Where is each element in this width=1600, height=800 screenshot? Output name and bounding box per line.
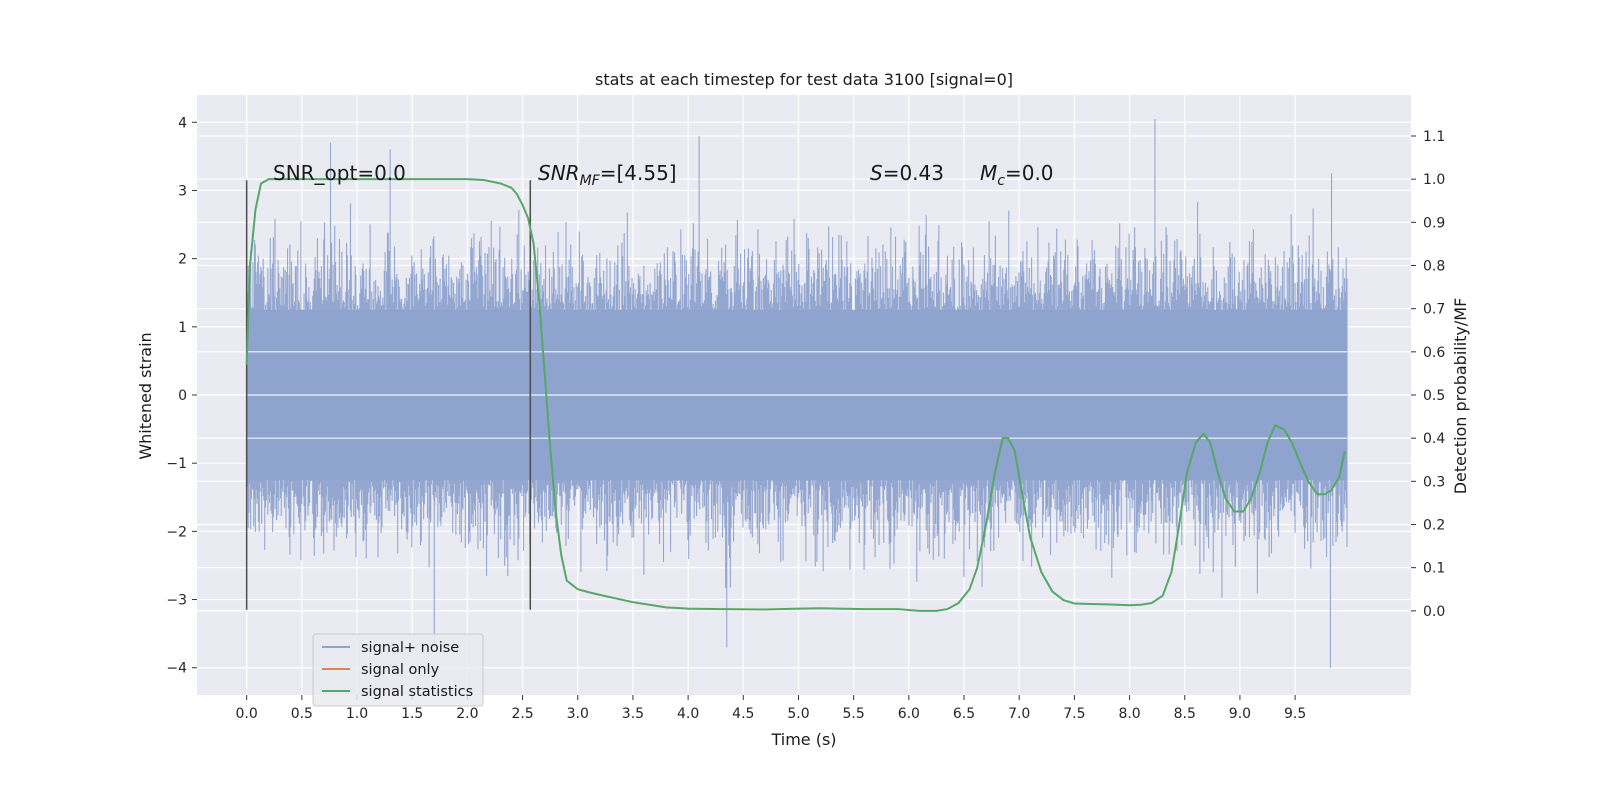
x-tick-label: 2.5 [511, 706, 533, 722]
s-val: =0.43 [883, 161, 944, 185]
x-axis-label: Time (s) [770, 730, 836, 749]
annotation-snr-opt: SNR_opt=0.0 [273, 161, 406, 185]
signal-statistics-line [245, 178, 1346, 612]
y-tick-label: −4 [166, 661, 187, 677]
annotation-mc: Mc=0.0 [980, 161, 1054, 189]
snr-mf-sub: MF [580, 173, 601, 189]
legend: signal+ noise signal only signal statist… [312, 633, 484, 707]
y2-tick-label: 0.5 [1423, 388, 1445, 404]
y2-tick-label: 1.1 [1423, 129, 1445, 145]
x-tick-label: 9.0 [1229, 706, 1251, 722]
y-tick-label: −3 [166, 593, 187, 609]
x-tick-label: 3.5 [622, 706, 644, 722]
y2-tick-label: 0.2 [1423, 517, 1445, 533]
y-tick-label: 1 [178, 320, 187, 336]
y-axis-label: Whitened strain [136, 332, 155, 459]
chart-title: stats at each timestep for test data 310… [595, 70, 1013, 89]
annotation-snr-mf: SNRMF=[4.55] [538, 161, 677, 189]
x-tick-label: 1.5 [401, 706, 423, 722]
y-tick-label: 2 [178, 252, 187, 268]
y-tick-label: −1 [166, 456, 187, 472]
y2-tick-label: 0.0 [1423, 604, 1445, 620]
x-tick-label: 8.5 [1174, 706, 1196, 722]
x-tick-label: 7.5 [1063, 706, 1085, 722]
x-tick-label: 5.5 [843, 706, 865, 722]
x-tick-label: 9.5 [1284, 706, 1306, 722]
vertical-markers [245, 180, 532, 610]
x-tick-label: 6.5 [953, 706, 975, 722]
y2-tick-label: 0.9 [1423, 215, 1445, 231]
x-tick-label: 8.0 [1118, 706, 1140, 722]
y2-tick-label: 1.0 [1423, 172, 1445, 188]
y2-tick-label: 0.6 [1423, 345, 1445, 361]
y2-axis-label: Detection probability/MF [1451, 298, 1470, 495]
y-tick-label: 3 [178, 183, 187, 199]
y-tick-label: 4 [178, 115, 187, 131]
mc-base: M [980, 161, 997, 185]
x-tick-label: 0.5 [291, 706, 313, 722]
signal-statistics-series [245, 178, 1346, 612]
y2-tick-label: 0.3 [1423, 474, 1445, 490]
legend-label-signal-statistics: signal statistics [361, 684, 473, 700]
legend-label-signal-noise: signal+ noise [361, 640, 459, 656]
snr-mf-val: =[4.55] [600, 161, 677, 185]
x-tick-label: 7.0 [1008, 706, 1030, 722]
legend-label-signal-only: signal only [361, 662, 440, 678]
s-base: S [870, 161, 883, 185]
x-tick-label: 4.0 [677, 706, 699, 722]
x-tick-label: 6.0 [898, 706, 920, 722]
x-tick-label: 5.0 [787, 706, 809, 722]
axis-ticks: 0.0 0.5 1.0 1.5 2.0 2.5 3.0 3.5 4.0 4.5 5.0 5.5 6.0 6… [166, 115, 1445, 722]
y2-tick-label: 0.8 [1423, 259, 1445, 275]
mc-val: =0.0 [1005, 161, 1054, 185]
y-tick-label: 0 [178, 388, 187, 404]
x-tick-label: 0.0 [236, 706, 258, 722]
x-tick-label: 4.5 [732, 706, 754, 722]
snr-mf-base: SNR [538, 161, 580, 185]
x-tick-label: 1.0 [346, 706, 368, 722]
legend-box [312, 633, 484, 707]
x-tick-label: 3.0 [567, 706, 589, 722]
y2-tick-label: 0.4 [1423, 431, 1445, 447]
signal-noise-series [246, 118, 1348, 668]
y-tick-label: −2 [166, 524, 187, 540]
x-tick-label: 2.0 [456, 706, 478, 722]
y2-tick-label: 0.1 [1423, 561, 1445, 577]
y2-tick-label: 0.7 [1423, 302, 1445, 318]
mc-sub: c [997, 173, 1005, 189]
annotation-s: S=0.43 [870, 161, 944, 185]
